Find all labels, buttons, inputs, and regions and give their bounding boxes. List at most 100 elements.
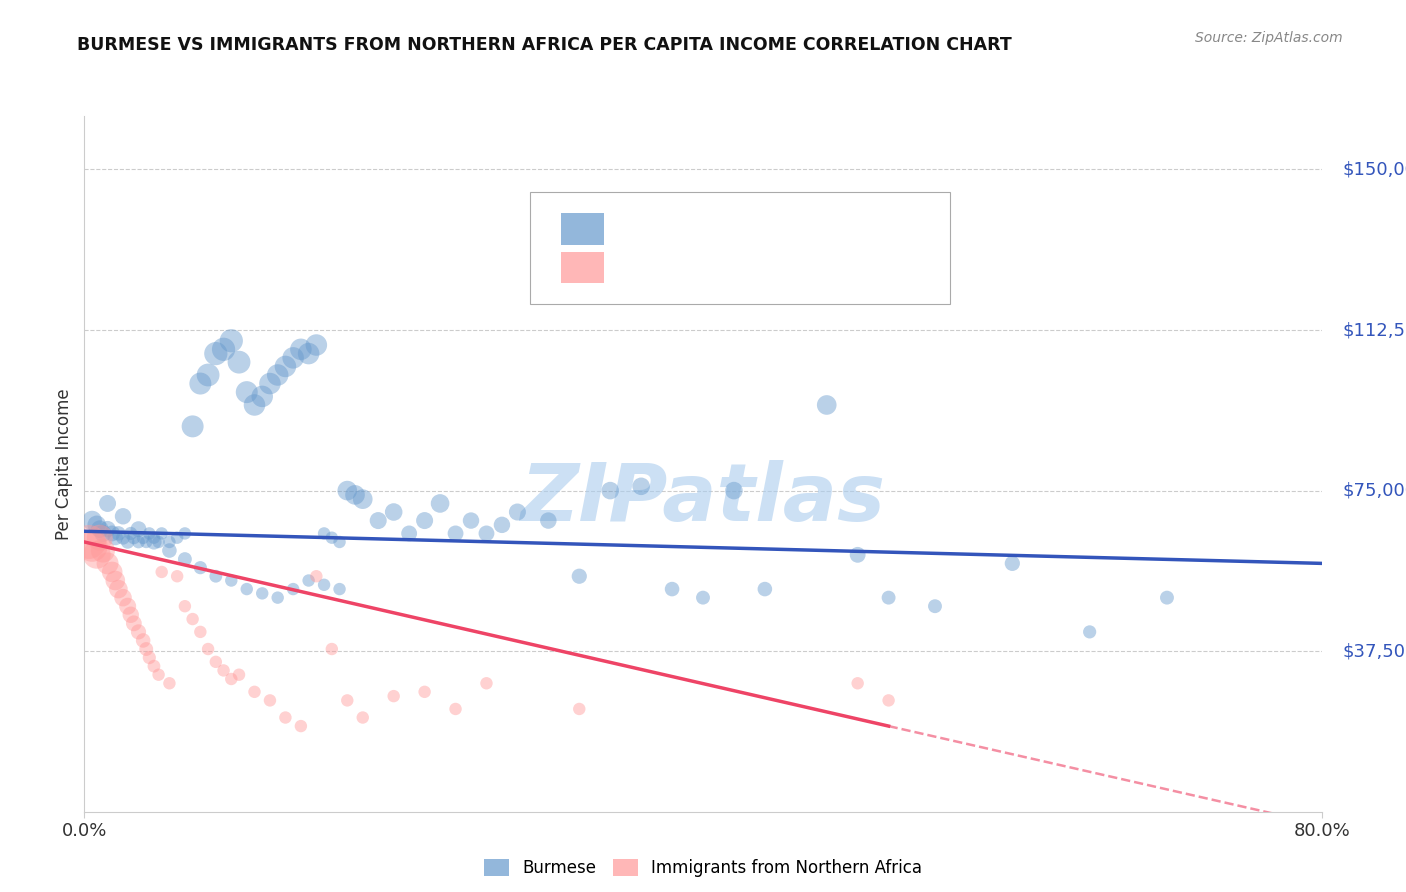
Point [312, 578, 335, 592]
Point [212, 664, 235, 678]
Point [1001, 557, 1024, 571]
Point [174, 599, 197, 614]
Point [537, 514, 560, 528]
Point [336, 483, 359, 498]
Point [166, 569, 188, 583]
Point [117, 535, 139, 549]
Point [250, 389, 273, 403]
Point [661, 582, 683, 596]
Point [398, 526, 420, 541]
Point [143, 531, 166, 545]
Point [305, 569, 328, 583]
Point [127, 522, 149, 536]
Point [413, 685, 436, 699]
Point [382, 689, 405, 703]
Point [174, 526, 197, 541]
Point [107, 526, 129, 541]
Point [205, 569, 228, 583]
Point [599, 483, 621, 498]
Point [112, 531, 135, 545]
Point [197, 642, 219, 657]
Point [235, 582, 259, 596]
Text: R = -0.080: R = -0.080 [620, 220, 709, 238]
Point [104, 574, 127, 588]
Point [328, 535, 352, 549]
Point [506, 505, 529, 519]
Point [143, 535, 166, 549]
Point [219, 574, 242, 588]
Y-axis label: Per Capita Income: Per Capita Income [55, 388, 73, 540]
Point [166, 531, 188, 545]
Point [143, 659, 166, 673]
Point [491, 517, 513, 532]
Point [132, 633, 155, 648]
Text: Source: ZipAtlas.com: Source: ZipAtlas.com [1195, 31, 1343, 45]
Point [321, 642, 343, 657]
Point [267, 591, 290, 605]
Point [243, 398, 266, 412]
Point [568, 702, 591, 716]
Point [475, 676, 498, 690]
Point [413, 514, 436, 528]
Point [174, 552, 197, 566]
Point [321, 531, 343, 545]
Point [135, 535, 157, 549]
Point [89, 531, 111, 545]
Point [188, 376, 211, 391]
Text: R = -0.535: R = -0.535 [620, 259, 710, 277]
Point [219, 672, 242, 686]
Point [1156, 591, 1178, 605]
Point [846, 676, 869, 690]
Point [228, 355, 250, 369]
Point [877, 693, 900, 707]
Point [138, 526, 160, 541]
Point [1078, 624, 1101, 639]
Point [312, 526, 335, 541]
Text: $75,000: $75,000 [1343, 482, 1406, 500]
Point [568, 569, 591, 583]
Point [138, 650, 160, 665]
Bar [561, 252, 605, 283]
Point [243, 685, 266, 699]
Point [297, 346, 319, 360]
Point [112, 509, 135, 524]
Point [924, 599, 946, 614]
Point [274, 359, 297, 374]
Legend: Burmese, Immigrants from Northern Africa: Burmese, Immigrants from Northern Africa [477, 852, 929, 883]
Point [343, 488, 366, 502]
Point [159, 676, 180, 690]
Point [281, 351, 305, 365]
Point [120, 526, 142, 541]
Point [267, 368, 290, 382]
Point [228, 667, 250, 681]
Point [877, 591, 900, 605]
Text: $150,000: $150,000 [1343, 161, 1406, 178]
Point [212, 343, 235, 357]
Point [815, 398, 838, 412]
Point [82, 539, 104, 553]
Point [112, 591, 135, 605]
Point [150, 565, 173, 579]
Text: N = 86: N = 86 [790, 220, 852, 238]
Text: $112,500: $112,500 [1343, 321, 1406, 339]
Point [96, 557, 118, 571]
Point [197, 368, 219, 382]
Point [127, 624, 149, 639]
Point [120, 607, 142, 622]
Point [259, 693, 281, 707]
Point [91, 543, 114, 558]
Point [101, 565, 124, 579]
Point [77, 535, 100, 549]
FancyBboxPatch shape [530, 193, 950, 304]
Point [259, 376, 281, 391]
Point [107, 582, 129, 596]
Point [444, 526, 467, 541]
Point [352, 710, 374, 724]
Point [429, 496, 451, 510]
Text: N = 45: N = 45 [790, 259, 852, 277]
Point [352, 492, 374, 507]
Point [305, 338, 328, 352]
Point [630, 479, 652, 493]
Point [444, 702, 467, 716]
Point [460, 514, 482, 528]
